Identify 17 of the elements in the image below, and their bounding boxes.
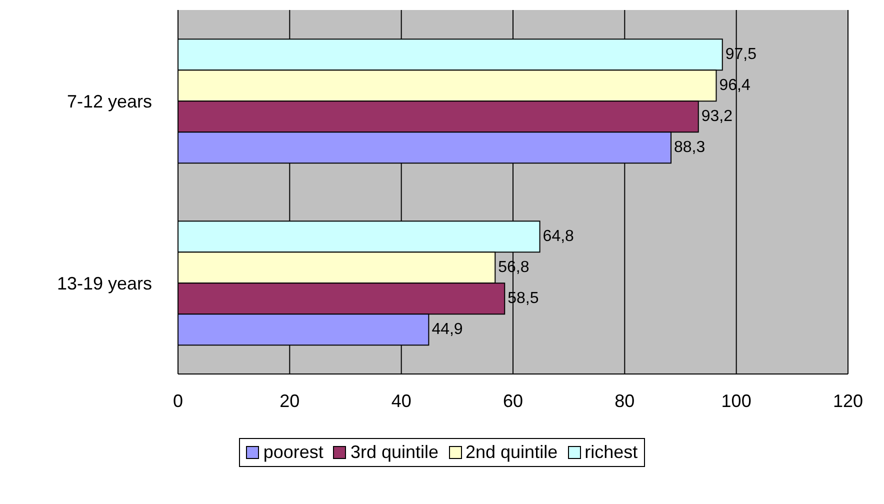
data-label: 88,3 [674, 139, 706, 156]
x-tick-label: 100 [721, 390, 752, 411]
data-label: 64,8 [542, 228, 574, 246]
x-tick-label: 0 [172, 390, 184, 411]
data-label: 44,9 [432, 321, 463, 338]
y-tick-label: 7-12 years [66, 91, 152, 112]
x-tick-label: 60 [502, 390, 524, 411]
x-tick-label: 20 [280, 390, 300, 411]
y-tick-label: 13-19 years [56, 273, 152, 294]
legend-label: richest [584, 442, 638, 463]
legend-label: 3rd quintile [349, 442, 438, 463]
data-label: 93,2 [701, 108, 733, 126]
legend-label: 2nd quintile [464, 442, 558, 463]
x-tick-label: 40 [391, 390, 412, 411]
x-tick-label: 80 [614, 390, 635, 411]
legend-label: poorest [262, 442, 324, 463]
x-tick-label: 120 [832, 390, 864, 411]
